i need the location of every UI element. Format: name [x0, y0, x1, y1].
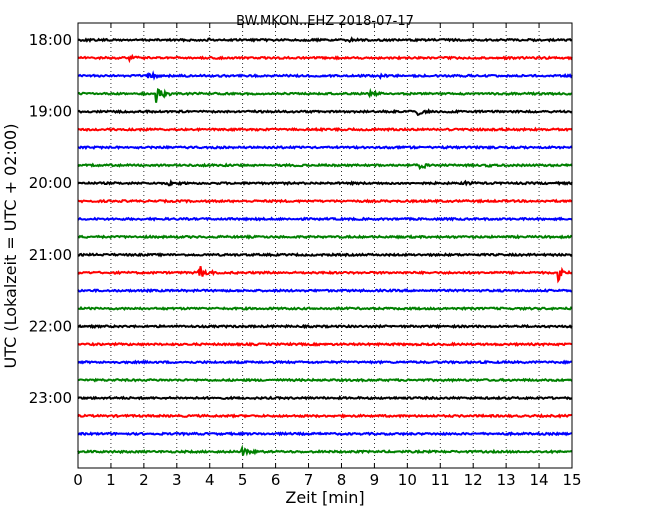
x-tick-label: 10 — [398, 471, 417, 489]
trace-20-15 — [77, 198, 573, 205]
trace-20-30 — [77, 216, 573, 222]
trace-23-45 — [77, 444, 573, 457]
trace-20-00 — [77, 178, 573, 187]
x-tick-label: 9 — [370, 471, 380, 489]
x-tick-label: 13 — [497, 471, 516, 489]
trace-19-15 — [77, 126, 573, 133]
y-tick-label: 18:00 — [29, 31, 72, 49]
trace-21-45 — [78, 305, 573, 312]
trace-19-45 — [77, 162, 573, 171]
trace-18-00 — [77, 36, 573, 44]
trace-21-00 — [77, 252, 573, 258]
trace-18-30 — [77, 70, 573, 81]
trace-22-45 — [77, 377, 573, 383]
plot-frame — [77, 22, 573, 469]
x-tick-label: 0 — [73, 471, 83, 489]
axis-ticks: 0 1 2 3 4 5 6 7 8 9 10 11 12 13 14 1518:0019:0020:0021:… — [29, 23, 582, 489]
y-tick-label: 22:00 — [29, 317, 72, 335]
x-tick-label: 8 — [337, 471, 347, 489]
trace-19-30 — [77, 144, 573, 151]
trace-22-30 — [77, 359, 573, 366]
x-tick-label: 15 — [562, 471, 581, 489]
x-tick-label: 12 — [464, 471, 483, 489]
trace-22-00 — [77, 323, 573, 330]
trace-21-15 — [77, 266, 573, 284]
trace-21-30 — [77, 288, 572, 294]
x-tick-label: 1 — [106, 471, 116, 489]
y-tick-label: 23:00 — [29, 389, 72, 407]
trace-20-45 — [77, 233, 573, 240]
x-tick-label: 7 — [304, 471, 314, 489]
y-tick-label: 21:00 — [29, 246, 72, 264]
x-axis-label: Zeit [min] — [285, 488, 364, 507]
x-tick-label: 14 — [530, 471, 549, 489]
x-tick-label: 6 — [271, 471, 281, 489]
y-axis-label: UTC (Lokalzeit = UTC + 02:00) — [1, 124, 20, 369]
x-tick-label: 2 — [139, 471, 149, 489]
trace-18-45 — [77, 87, 573, 103]
grid-lines — [110, 23, 540, 468]
y-tick-label: 19:00 — [29, 103, 72, 121]
chart-title: BW.MKON..EHZ 2018-07-17 — [236, 14, 414, 29]
trace-18-15 — [77, 53, 573, 64]
trace-23-00 — [77, 395, 573, 401]
trace-22-15 — [77, 341, 573, 347]
x-tick-label: 11 — [431, 471, 450, 489]
trace-23-15 — [77, 412, 572, 419]
y-tick-label: 20:00 — [29, 174, 72, 192]
trace-lines — [77, 36, 573, 457]
x-tick-label: 4 — [205, 471, 215, 489]
trace-23-30 — [77, 431, 573, 437]
x-tick-label: 5 — [238, 471, 248, 489]
x-tick-label: 3 — [172, 471, 182, 489]
trace-19-00 — [77, 108, 573, 117]
